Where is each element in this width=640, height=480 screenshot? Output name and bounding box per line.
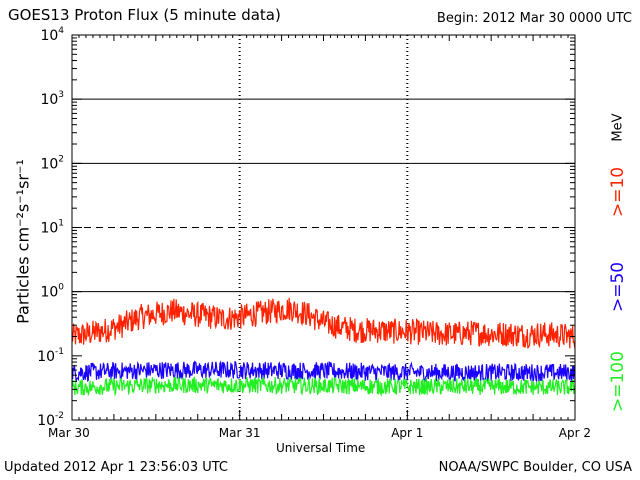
y-tick-label-0: 10-2 xyxy=(37,411,64,429)
y-tick-label-1: 10-1 xyxy=(37,347,64,365)
series-line-0 xyxy=(71,297,576,349)
y-tick-label-6: 104 xyxy=(40,26,64,44)
x-tick-label-1: Mar 31 xyxy=(219,426,261,440)
updated-timestamp: Updated 2012 Apr 1 23:56:03 UTC xyxy=(4,460,228,475)
y-tick-label-5: 103 xyxy=(40,90,64,108)
series-line-2 xyxy=(71,376,576,397)
series-line-1 xyxy=(71,360,576,383)
x-tick-label-0: Mar 30 xyxy=(48,426,90,440)
x-axis-label: Universal Time xyxy=(276,441,366,455)
x-tick-label-3: Apr 2 xyxy=(559,426,591,440)
x-tick-label-2: Apr 1 xyxy=(391,426,423,440)
y-tick-label-3: 101 xyxy=(40,219,64,237)
y-tick-label-2: 100 xyxy=(40,283,64,301)
credit-text: NOAA/SWPC Boulder, CO USA xyxy=(438,460,632,475)
chart-title: GOES13 Proton Flux (5 minute data) xyxy=(8,6,281,24)
begin-time: Begin: 2012 Mar 30 0000 UTC xyxy=(436,11,632,26)
y-tick-label-4: 102 xyxy=(40,154,64,172)
